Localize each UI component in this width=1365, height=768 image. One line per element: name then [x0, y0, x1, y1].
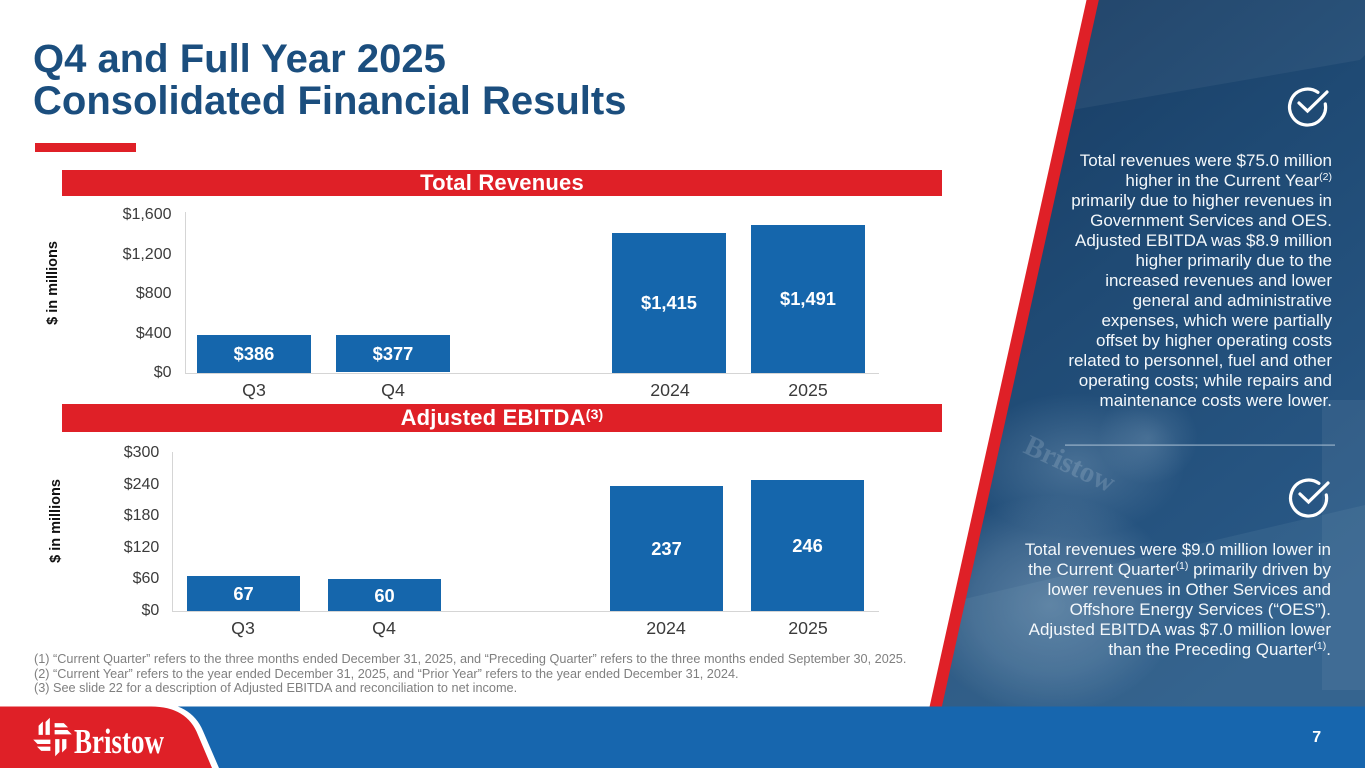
svg-text:Bristow: Bristow	[74, 722, 165, 761]
